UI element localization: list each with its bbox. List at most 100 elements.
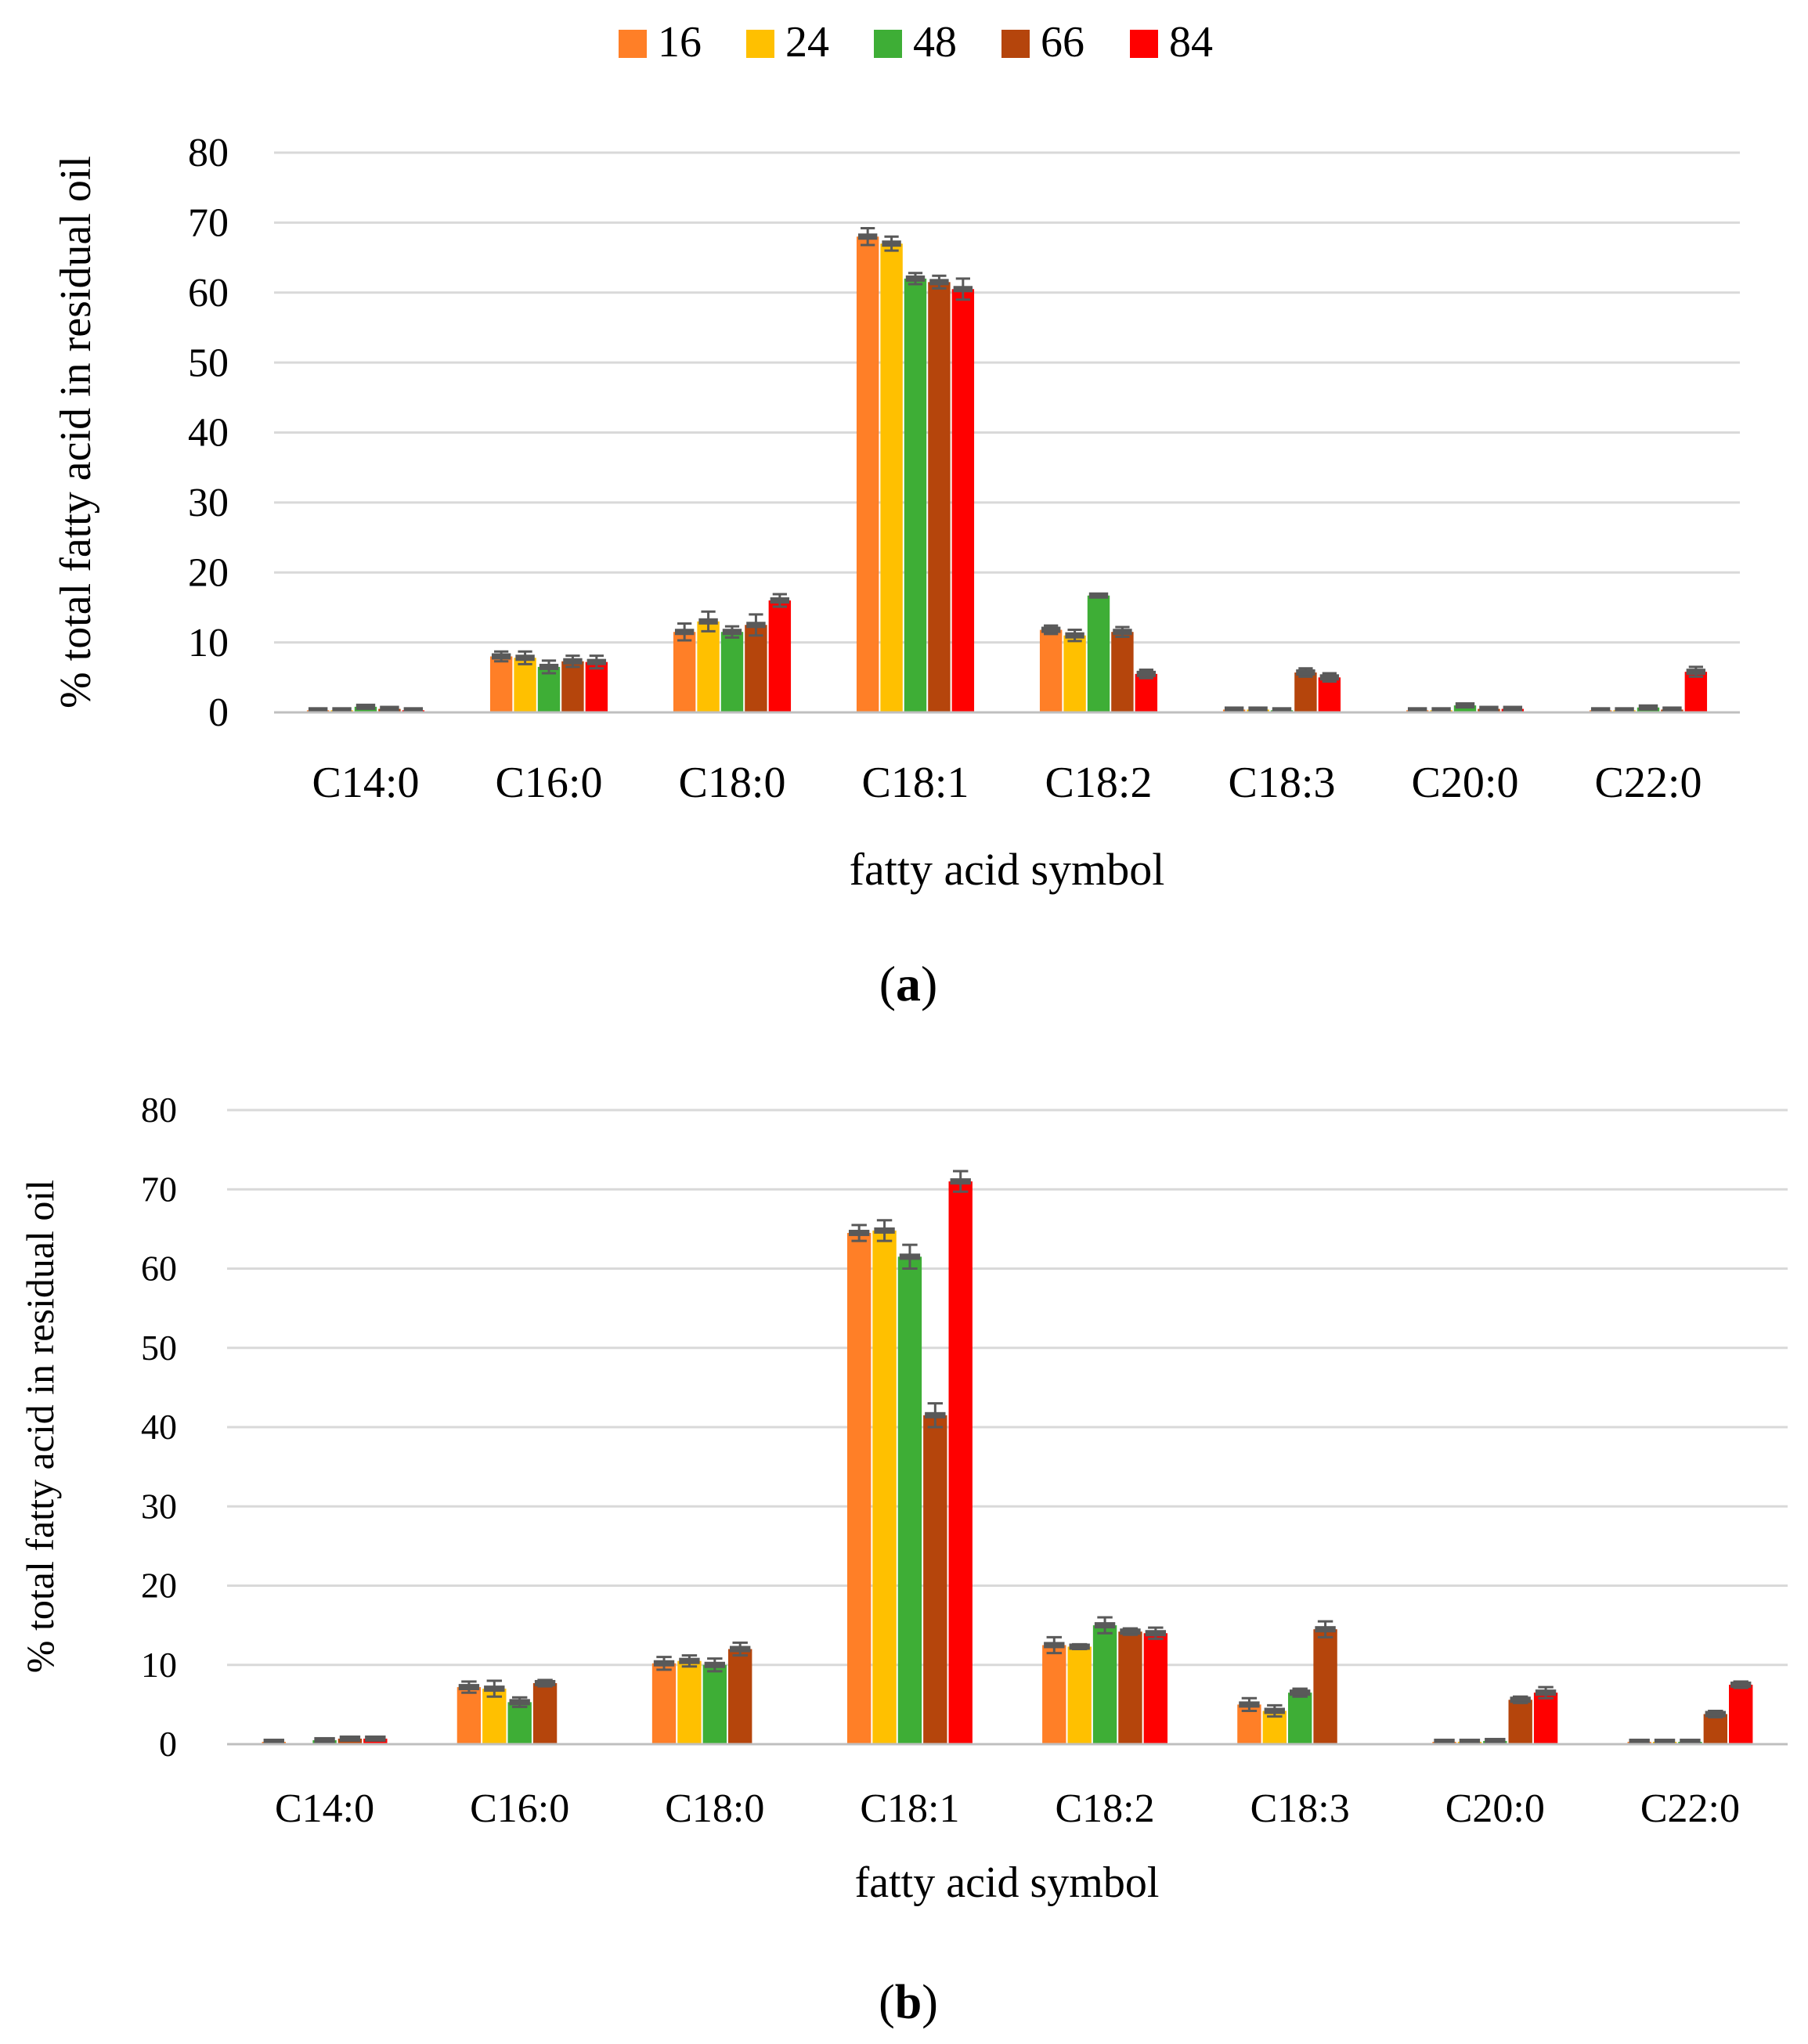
bar-C16-0-16 (489, 656, 513, 712)
error-bar-C22-0-84 (1730, 1680, 1752, 1689)
bar-C18-1-84 (948, 1181, 973, 1744)
bar-C22-0-84 (1729, 1685, 1753, 1744)
error-bar-C20-0-66 (1510, 1695, 1531, 1704)
x-tick-label: C22:0 (1640, 1786, 1740, 1831)
error-bar-C18-3-66 (1315, 1620, 1336, 1638)
bar-C18-3-48 (1287, 1693, 1312, 1744)
error-bar-C18-3-48 (1289, 1687, 1311, 1698)
error-bar-C18-2-16 (1044, 1635, 1065, 1655)
y-tick-label: 10 (141, 1645, 177, 1685)
legend-item-24: 24 (746, 18, 829, 67)
x-tick-label: C18:2 (1055, 1786, 1154, 1831)
bar-C18-2-16 (1039, 629, 1063, 712)
bar-C18-0-16 (673, 632, 696, 712)
error-bar-C18-1-84 (950, 1170, 971, 1193)
error-bar-C18-0-24 (698, 610, 718, 633)
error-bar-C14-0-16 (263, 1738, 284, 1745)
bar-C18-2-84 (1143, 1633, 1168, 1744)
bar-C18-3-66 (1294, 672, 1317, 712)
y-tick-label: 10 (188, 621, 229, 665)
error-bar-C14-0-48 (314, 1736, 335, 1743)
error-bar-C20-0-16 (1434, 1738, 1455, 1745)
legend-item-84: 84 (1130, 18, 1213, 67)
x-tick-label: C18:1 (860, 1786, 959, 1831)
error-bar-C18-1-84 (953, 277, 973, 301)
legend-label: 66 (1041, 18, 1084, 67)
error-bar-C18-3-24 (1264, 1703, 1285, 1718)
bar-C22-0-84 (1684, 672, 1708, 712)
error-bar-C18-1-16 (848, 1224, 870, 1242)
error-bar-C20-0-24 (1459, 1738, 1481, 1745)
error-bar-C18-1-16 (857, 227, 878, 247)
legend-item-48: 48 (874, 18, 957, 67)
error-bar-C18-2-66 (1113, 625, 1132, 638)
error-bar-C16-0-24 (515, 650, 535, 665)
y-tick-labels: 0 10 20 30 40 50 60 70 80 (141, 1090, 177, 1764)
error-bar-C14-0-84 (365, 1735, 386, 1742)
y-tick-label: 30 (188, 481, 229, 525)
error-bar-C18-3-16 (1239, 1696, 1260, 1712)
legend-label: 84 (1169, 18, 1213, 67)
x-tick-label: C18:2 (1045, 759, 1153, 807)
bar-C20-0-84 (1533, 1693, 1558, 1744)
x-tick-label: C18:3 (1250, 1786, 1350, 1831)
error-bar-C22-0-16 (1629, 1738, 1650, 1745)
error-bar-C18-2-66 (1120, 1627, 1141, 1636)
y-tick-label: 40 (141, 1407, 177, 1447)
error-bar-C14-0-66 (339, 1735, 361, 1742)
error-bar-C18-3-84 (1319, 672, 1340, 683)
error-bar-C18-0-24 (679, 1654, 700, 1668)
bar-C18-3-84 (1318, 677, 1341, 712)
panel-caption-a: (a) (879, 956, 938, 1011)
error-bar-C16-0-24 (484, 1679, 505, 1698)
legend-item-16: 16 (619, 18, 702, 67)
error-bar-C16-0-66 (534, 1678, 556, 1688)
bar-C18-3-66 (1313, 1629, 1337, 1744)
x-tick-label: C16:0 (496, 759, 603, 807)
bar-C18-2-66 (1111, 632, 1134, 712)
error-bar-C18-0-16 (653, 1656, 675, 1671)
error-bar-C18-0-48 (704, 1657, 726, 1673)
bar-C16-0-48 (537, 666, 561, 712)
y-tick-label: 30 (141, 1486, 177, 1526)
error-bar-C20-0-84 (1535, 1685, 1557, 1700)
error-bar-C18-2-24 (1065, 629, 1084, 643)
bar-C18-0-24 (677, 1660, 702, 1744)
error-bars (308, 227, 1706, 714)
legend-swatch (746, 30, 774, 58)
error-bar-C18-1-66 (925, 1402, 946, 1429)
x-tick-label: C18:0 (679, 759, 786, 807)
error-bar-C18-2-48 (1094, 1616, 1116, 1635)
x-axis-label: fatty acid symbol (850, 844, 1165, 895)
y-tick-label: 0 (159, 1724, 177, 1764)
error-bar-C18-0-66 (746, 613, 766, 637)
error-bar-C16-0-66 (563, 654, 583, 669)
y-tick-label: 70 (188, 201, 229, 246)
error-bar-C18-3-66 (1296, 667, 1315, 678)
y-tick-label: 20 (188, 550, 229, 595)
error-bar-C18-3-16 (1224, 706, 1244, 713)
legend-swatch (1130, 30, 1158, 58)
error-bar-C18-3-24 (1248, 706, 1268, 713)
error-bar-C18-2-16 (1041, 624, 1061, 636)
bar-C16-0-66 (561, 661, 584, 712)
legend-label: 24 (785, 18, 829, 67)
x-tick-label: C20:0 (1412, 759, 1519, 807)
gridlines (274, 151, 1740, 644)
x-tick-label: C16:0 (470, 1786, 569, 1831)
panel-caption-b: (b) (879, 1976, 938, 2029)
error-bars (263, 1170, 1752, 1745)
bar-C16-0-16 (457, 1687, 482, 1744)
error-bar-C18-2-84 (1145, 1626, 1167, 1640)
gridlines (227, 1109, 1788, 1667)
error-bar-C22-0-48 (1638, 704, 1658, 711)
legend-label: 48 (913, 18, 957, 67)
legend-swatch (1001, 30, 1030, 58)
bar-C18-1-48 (904, 278, 927, 712)
y-tick-label: 80 (188, 131, 229, 175)
bars (262, 1181, 1753, 1744)
x-tick-label: C22:0 (1595, 759, 1702, 807)
error-bar-C20-0-84 (1503, 705, 1523, 712)
